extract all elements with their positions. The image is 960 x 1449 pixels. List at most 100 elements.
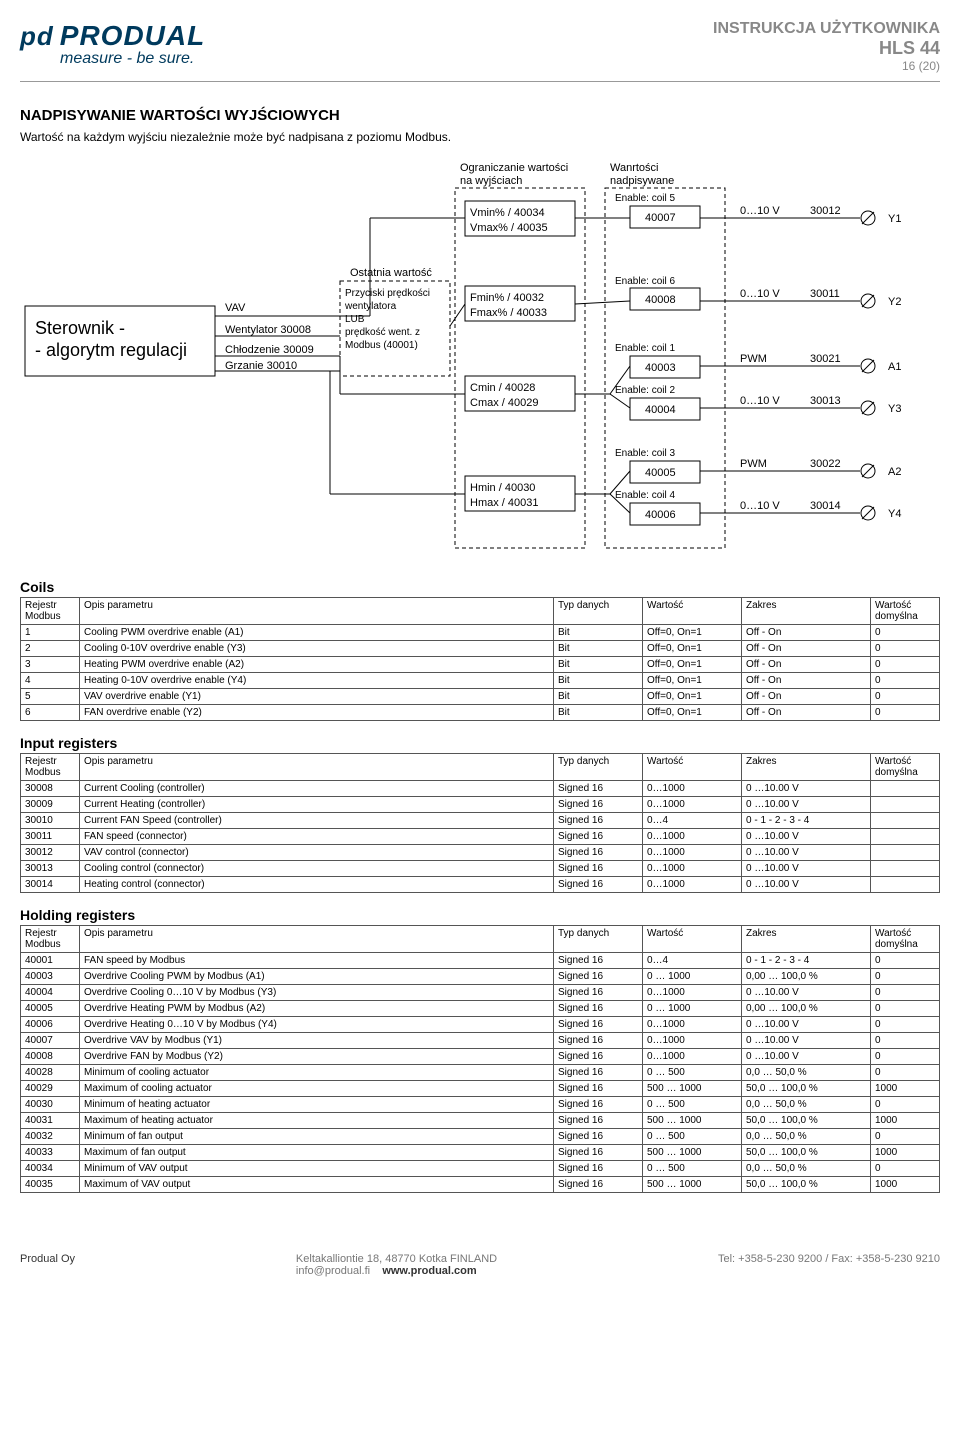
table-cell: 0 …10.00 V — [742, 781, 871, 797]
table-cell: 0 — [871, 657, 940, 673]
table-row: 2Cooling 0-10V overdrive enable (Y3)BitO… — [21, 641, 940, 657]
table-cell: Signed 16 — [554, 1145, 643, 1161]
table-cell: Bit — [554, 641, 643, 657]
out-y3-a: 0…10 V — [740, 395, 780, 407]
table-row: 30010Current FAN Speed (controller)Signe… — [21, 813, 940, 829]
table-cell: Off - On — [742, 641, 871, 657]
table-cell: 0,0 … 50,0 % — [742, 1065, 871, 1081]
table-cell: Signed 16 — [554, 1177, 643, 1193]
footer-tel: Tel: +358-5-230 9200 / Fax: +358-5-230 9… — [718, 1253, 940, 1277]
table-cell: Overdrive Cooling PWM by Modbus (A1) — [80, 969, 554, 985]
diag-40004: 40004 — [645, 404, 676, 416]
table-cell: Signed 16 — [554, 861, 643, 877]
table-cell: 1 — [21, 625, 80, 641]
table-cell: 5 — [21, 689, 80, 705]
out-y4-c: Y4 — [888, 508, 901, 520]
out-a1-a: PWM — [740, 353, 767, 365]
diag-limit-t2: na wyjściach — [460, 175, 522, 187]
diag-over-t1: Wanrtości — [610, 162, 659, 174]
table-cell: Current Heating (controller) — [80, 797, 554, 813]
diag-en1: Enable: coil 1 — [615, 343, 675, 354]
table-cell: Heating 0-10V overdrive enable (Y4) — [80, 673, 554, 689]
diag-40006: 40006 — [645, 509, 676, 521]
table-cell: Overdrive Heating 0…10 V by Modbus (Y4) — [80, 1017, 554, 1033]
table-cell: 50,0 … 100,0 % — [742, 1113, 871, 1129]
table-cell: 40008 — [21, 1049, 80, 1065]
table-cell: Off - On — [742, 689, 871, 705]
out-a1-b: 30021 — [810, 353, 841, 365]
table-cell: Signed 16 — [554, 829, 643, 845]
logo-brand: PRODUAL — [60, 20, 205, 52]
table-cell: 0…1000 — [643, 877, 742, 893]
table-cell: 0,0 … 50,0 % — [742, 1161, 871, 1177]
table-cell: Maximum of cooling actuator — [80, 1081, 554, 1097]
table-cell: 40003 — [21, 969, 80, 985]
table-row: 5VAV overdrive enable (Y1)BitOff=0, On=1… — [21, 689, 940, 705]
table-cell: 1000 — [871, 1145, 940, 1161]
diag-en2: Enable: coil 2 — [615, 385, 675, 396]
th-def: Wartość domyślna — [871, 926, 940, 953]
table-cell: 0 — [871, 641, 940, 657]
table-cell: 0 …10.00 V — [742, 1017, 871, 1033]
table-cell: 30013 — [21, 861, 80, 877]
table-cell: Off=0, On=1 — [643, 641, 742, 657]
th-opis: Opis parametru — [80, 598, 554, 625]
table-cell — [871, 813, 940, 829]
th-reg: Rejestr Modbus — [21, 598, 80, 625]
table-cell: Off - On — [742, 625, 871, 641]
table-cell: VAV overdrive enable (Y1) — [80, 689, 554, 705]
table-cell: 0 …10.00 V — [742, 1049, 871, 1065]
table-row: 40030Minimum of heating actuatorSigned 1… — [21, 1097, 940, 1113]
diag-ctrl-l2: - algorytm regulacji — [35, 340, 187, 360]
table-cell: 0 — [871, 625, 940, 641]
coils-table: Rejestr Modbus Opis parametru Typ danych… — [20, 597, 940, 721]
table-cell: 0,0 … 50,0 % — [742, 1129, 871, 1145]
diag-40008: 40008 — [645, 294, 676, 306]
th-wart: Wartość — [643, 926, 742, 953]
table-cell: Signed 16 — [554, 1161, 643, 1177]
diag-vmin: Vmin% / 40034 — [470, 207, 545, 219]
table-cell: Off - On — [742, 657, 871, 673]
table-cell: 30014 — [21, 877, 80, 893]
table-cell: 0 — [871, 1129, 940, 1145]
table-cell: Overdrive VAV by Modbus (Y1) — [80, 1033, 554, 1049]
diag-vav: VAV — [225, 302, 246, 314]
table-cell: Signed 16 — [554, 1097, 643, 1113]
diag-hmax: Hmax / 40031 — [470, 497, 538, 509]
diag-en4: Enable: coil 4 — [615, 490, 675, 501]
table-cell: 0 … 500 — [643, 1161, 742, 1177]
table-cell: 0 — [871, 1161, 940, 1177]
table-cell: 0,00 … 100,0 % — [742, 969, 871, 985]
table-cell: Heating PWM overdrive enable (A2) — [80, 657, 554, 673]
table-cell: Bit — [554, 625, 643, 641]
th-typ: Typ danych — [554, 598, 643, 625]
table-row: 4Heating 0-10V overdrive enable (Y4)BitO… — [21, 673, 940, 689]
table-row: 40007Overdrive VAV by Modbus (Y1)Signed … — [21, 1033, 940, 1049]
table-row: 30014Heating control (connector)Signed 1… — [21, 877, 940, 893]
table-row: 30012VAV control (connector)Signed 160…1… — [21, 845, 940, 861]
table-cell: 0 — [871, 1017, 940, 1033]
table-cell: 0…1000 — [643, 781, 742, 797]
table-cell: 40028 — [21, 1065, 80, 1081]
table-cell: 0…4 — [643, 953, 742, 969]
diag-cmax: Cmax / 40029 — [470, 397, 538, 409]
table-cell: 500 … 1000 — [643, 1113, 742, 1129]
table-cell: Signed 16 — [554, 797, 643, 813]
holdings-title: Holding registers — [20, 907, 940, 923]
logo-mark: pd — [20, 21, 54, 52]
table-cell: Bit — [554, 705, 643, 721]
logo: pd PRODUAL measure - be sure. — [20, 20, 205, 68]
table-cell: 0 — [871, 1097, 940, 1113]
table-cell: 40031 — [21, 1113, 80, 1129]
table-cell: 30012 — [21, 845, 80, 861]
table-cell: 40004 — [21, 985, 80, 1001]
out-y1-a: 0…10 V — [740, 205, 780, 217]
table-cell: 0 …10.00 V — [742, 985, 871, 1001]
table-cell: 0,0 … 50,0 % — [742, 1097, 871, 1113]
table-row: 40005Overdrive Heating PWM by Modbus (A2… — [21, 1001, 940, 1017]
th-typ: Typ danych — [554, 926, 643, 953]
table-cell: 40030 — [21, 1097, 80, 1113]
inputs-table: Rejestr Modbus Opis parametru Typ danych… — [20, 753, 940, 893]
th-def: Wartość domyślna — [871, 754, 940, 781]
table-cell: 50,0 … 100,0 % — [742, 1081, 871, 1097]
